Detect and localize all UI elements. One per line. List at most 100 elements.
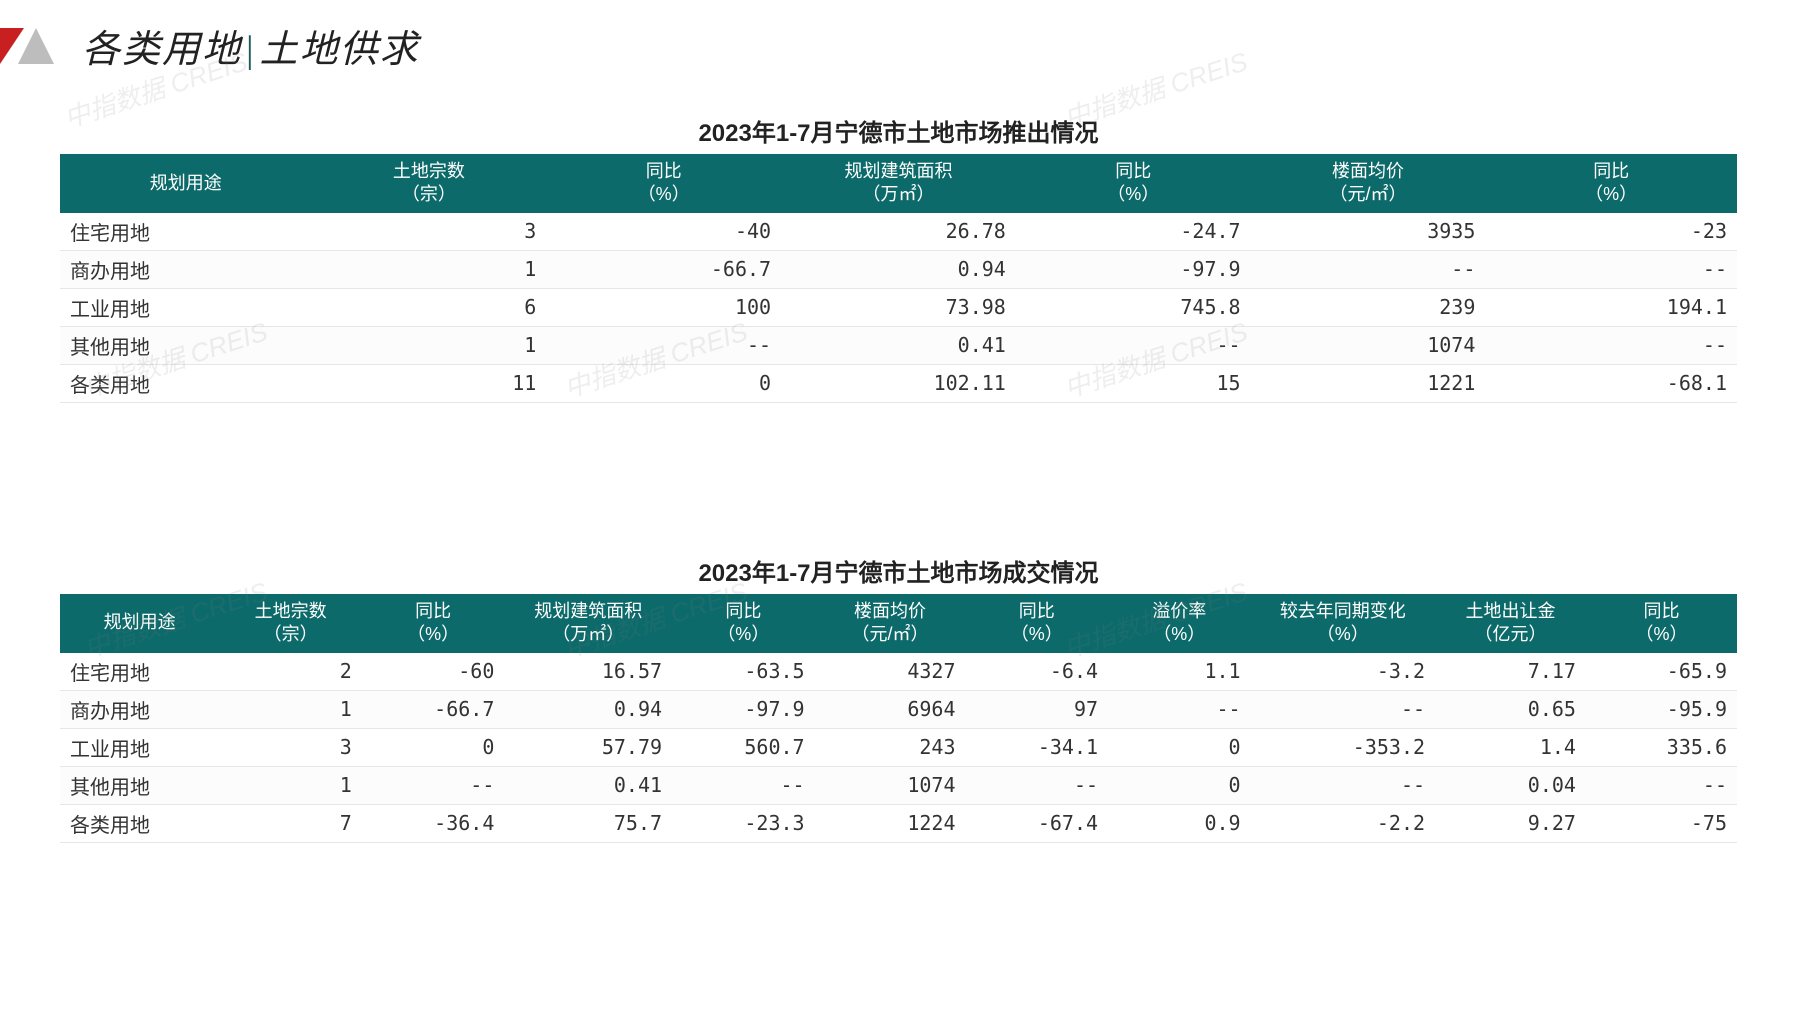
transaction-header-cell: 土地出让金（亿元） [1435,594,1586,653]
page-header: 各类用地|土地供求 [0,0,1797,73]
transaction-cell: 1 [219,690,362,728]
header-line2: （%） [717,624,769,644]
transaction-cell: 其他用地 [60,766,219,804]
header-line2: （%） [1635,624,1687,644]
supply-row: 其他用地1--0.41--1074-- [60,326,1737,364]
header-line1: 同比 [1643,601,1679,621]
supply-cell: 3935 [1251,213,1486,251]
transaction-cell: 住宅用地 [60,653,219,691]
transaction-cell: -6.4 [966,653,1109,691]
transaction-cell: 商办用地 [60,690,219,728]
transaction-cell: 0 [1108,728,1251,766]
transaction-cell: -- [1251,766,1435,804]
transaction-section: 2023年1-7月宁德市土地市场成交情况 规划用途土地宗数（宗）同比（%）规划建… [0,553,1797,843]
title-left: 各类用地 [82,29,242,71]
transaction-row: 商办用地1-66.70.94-97.9696497----0.65-95.9 [60,690,1737,728]
transaction-cell: -75 [1586,804,1737,842]
transaction-header-cell: 同比（%） [362,594,505,653]
supply-header-cell: 土地宗数（宗） [312,154,547,213]
header-line2: （%） [1107,184,1159,204]
transaction-header-cell: 规划用途 [60,594,219,653]
transaction-cell: -- [1108,690,1251,728]
header-line1: 规划建筑面积 [534,601,642,621]
transaction-header-cell: 同比（%） [672,594,815,653]
supply-cell: -- [1485,326,1737,364]
supply-cell: 745.8 [1016,288,1251,326]
transaction-cell: 57.79 [504,728,672,766]
header-line1: 楼面均价 [1332,161,1404,181]
transaction-cell: 7.17 [1435,653,1586,691]
supply-cell: -24.7 [1016,213,1251,251]
header-line1: 同比 [646,161,682,181]
supply-cell: 73.98 [781,288,1016,326]
transaction-row: 住宅用地2-6016.57-63.54327-6.41.1-3.27.17-65… [60,653,1737,691]
supply-header-cell: 规划建筑面积（万㎡） [781,154,1016,213]
title-separator: | [242,29,260,71]
header-line2: （%） [1011,624,1063,644]
supply-cell: 各类用地 [60,364,312,402]
transaction-cell: 4327 [815,653,966,691]
transaction-cell: -36.4 [362,804,505,842]
supply-cell: 1221 [1251,364,1486,402]
page-title: 各类用地|土地供求 [82,18,420,73]
supply-cell: -40 [546,213,781,251]
transaction-cell: -97.9 [672,690,815,728]
supply-cell: 239 [1251,288,1486,326]
header-line2: （万㎡） [552,624,624,644]
transaction-cell: 0 [362,728,505,766]
transaction-cell: -95.9 [1586,690,1737,728]
supply-header-cell: 楼面均价（元/㎡） [1251,154,1486,213]
transaction-cell: 工业用地 [60,728,219,766]
transaction-header-cell: 楼面均价 （元/㎡） [815,594,966,653]
transaction-header-cell: 同比（%） [966,594,1109,653]
transaction-table: 规划用途土地宗数（宗）同比（%）规划建筑面积（万㎡）同比（%）楼面均价（元/㎡）… [60,594,1737,843]
transaction-cell: -2.2 [1251,804,1435,842]
transaction-header-cell: 较去年同期变化（%） [1251,594,1435,653]
supply-cell: 102.11 [781,364,1016,402]
transaction-cell: 97 [966,690,1109,728]
transaction-cell: -- [966,766,1109,804]
transaction-cell: 1224 [815,804,966,842]
transaction-cell: 0 [1108,766,1251,804]
transaction-cell: -60 [362,653,505,691]
supply-cell: 0.41 [781,326,1016,364]
supply-cell: -- [1485,250,1737,288]
header-line2: （%） [1585,184,1637,204]
transaction-header-cell: 同比 （%） [1586,594,1737,653]
table2-title: 2023年1-7月宁德市土地市场成交情况 [60,553,1737,588]
supply-cell: -68.1 [1485,364,1737,402]
transaction-cell: 0.94 [504,690,672,728]
supply-cell: 6 [312,288,547,326]
transaction-cell: -66.7 [362,690,505,728]
transaction-cell: 1.1 [1108,653,1251,691]
header-line2: （万㎡） [862,184,934,204]
header-line2: （元/㎡） [852,624,929,644]
header-line1: 楼面均价 [854,601,926,621]
header-line1: 土地宗数 [255,601,327,621]
supply-cell: 194.1 [1485,288,1737,326]
logo-icon [0,28,70,64]
supply-table: 规划用途土地宗数（宗） 同比 （%） 规划建筑面积（万㎡） 同比 （%） 楼面均价（元/㎡）… [60,154,1737,403]
supply-cell: 100 [546,288,781,326]
transaction-cell: 2 [219,653,362,691]
table1-header-row: 规划用途土地宗数（宗） 同比 （%） 规划建筑面积（万㎡） 同比 （%） 楼面均价（元/㎡）… [60,154,1737,213]
header-line1: 同比 [415,601,451,621]
table1-title: 2023年1-7月宁德市土地市场推出情况 [60,113,1737,148]
transaction-cell: 75.7 [504,804,672,842]
transaction-cell: 0.65 [1435,690,1586,728]
transaction-cell: -- [1251,690,1435,728]
transaction-cell: -- [1586,766,1737,804]
supply-row: 商办用地1-66.70.94-97.9---- [60,250,1737,288]
header-line1: 溢价率 [1152,601,1206,621]
transaction-cell: 16.57 [504,653,672,691]
supply-header-cell: 规划用途 [60,154,312,213]
header-line1: 同比 [1115,161,1151,181]
supply-cell: 26.78 [781,213,1016,251]
transaction-cell: -65.9 [1586,653,1737,691]
transaction-cell: -23.3 [672,804,815,842]
transaction-cell: 3 [219,728,362,766]
supply-cell: 工业用地 [60,288,312,326]
transaction-cell: -- [362,766,505,804]
supply-cell: -- [546,326,781,364]
table2-header-row: 规划用途土地宗数（宗）同比（%）规划建筑面积（万㎡）同比（%）楼面均价（元/㎡）… [60,594,1737,653]
